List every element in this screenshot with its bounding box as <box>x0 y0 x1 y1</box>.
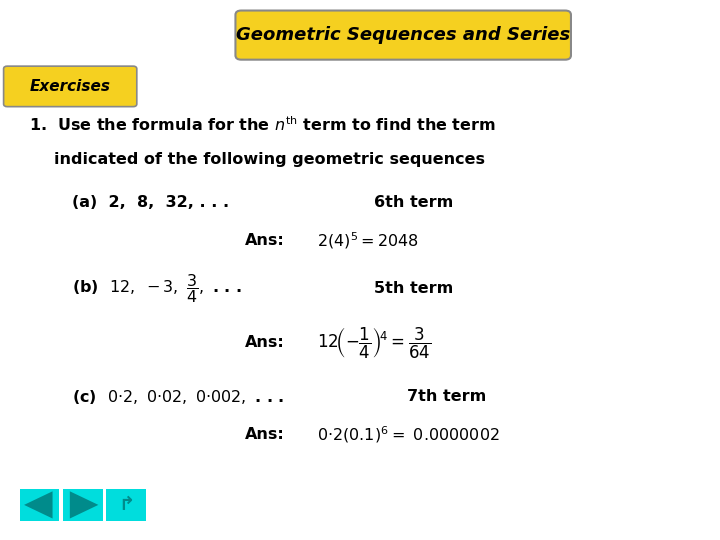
Text: Exercises: Exercises <box>30 79 111 94</box>
Text: Ans:: Ans: <box>245 233 284 248</box>
Text: 5th term: 5th term <box>374 281 454 296</box>
Text: 6th term: 6th term <box>374 195 454 210</box>
Text: 1.  Use the formula for the $n^{\mathrm{th}}$ term to find the term: 1. Use the formula for the $n^{\mathrm{t… <box>29 115 495 133</box>
FancyBboxPatch shape <box>235 10 571 59</box>
Text: $12\!\left(-\dfrac{1}{4}\right)^{\!4} = \dfrac{3}{64}$: $12\!\left(-\dfrac{1}{4}\right)^{\!4} = … <box>317 325 431 361</box>
FancyBboxPatch shape <box>63 489 103 521</box>
Polygon shape <box>70 491 99 518</box>
Text: Ans:: Ans: <box>245 335 284 350</box>
Text: (b)  $12,\ -3,\ \dfrac{3}{4},$ . . .: (b) $12,\ -3,\ \dfrac{3}{4},$ . . . <box>72 272 242 306</box>
FancyBboxPatch shape <box>4 66 137 106</box>
Text: Geometric Sequences and Series: Geometric Sequences and Series <box>236 26 570 44</box>
Text: ↱: ↱ <box>118 495 134 515</box>
Text: 7th term: 7th term <box>407 389 486 404</box>
Text: indicated of the following geometric sequences: indicated of the following geometric seq… <box>54 152 485 167</box>
Text: (a)  2,  8,  32, . . .: (a) 2, 8, 32, . . . <box>72 195 229 210</box>
FancyBboxPatch shape <box>20 489 60 521</box>
Text: $0{\cdot}2(0.1)^6 =\ 0.0000002$: $0{\cdot}2(0.1)^6 =\ 0.0000002$ <box>317 424 500 445</box>
Text: (c)  $0{\cdot}2,\ 0{\cdot}02,\ 0{\cdot}002,$ . . .: (c) $0{\cdot}2,\ 0{\cdot}02,\ 0{\cdot}00… <box>72 388 284 406</box>
FancyBboxPatch shape <box>107 489 145 521</box>
Text: Ans:: Ans: <box>245 427 284 442</box>
Text: $2(4)^5 = 2048$: $2(4)^5 = 2048$ <box>317 230 419 251</box>
Polygon shape <box>24 491 53 518</box>
